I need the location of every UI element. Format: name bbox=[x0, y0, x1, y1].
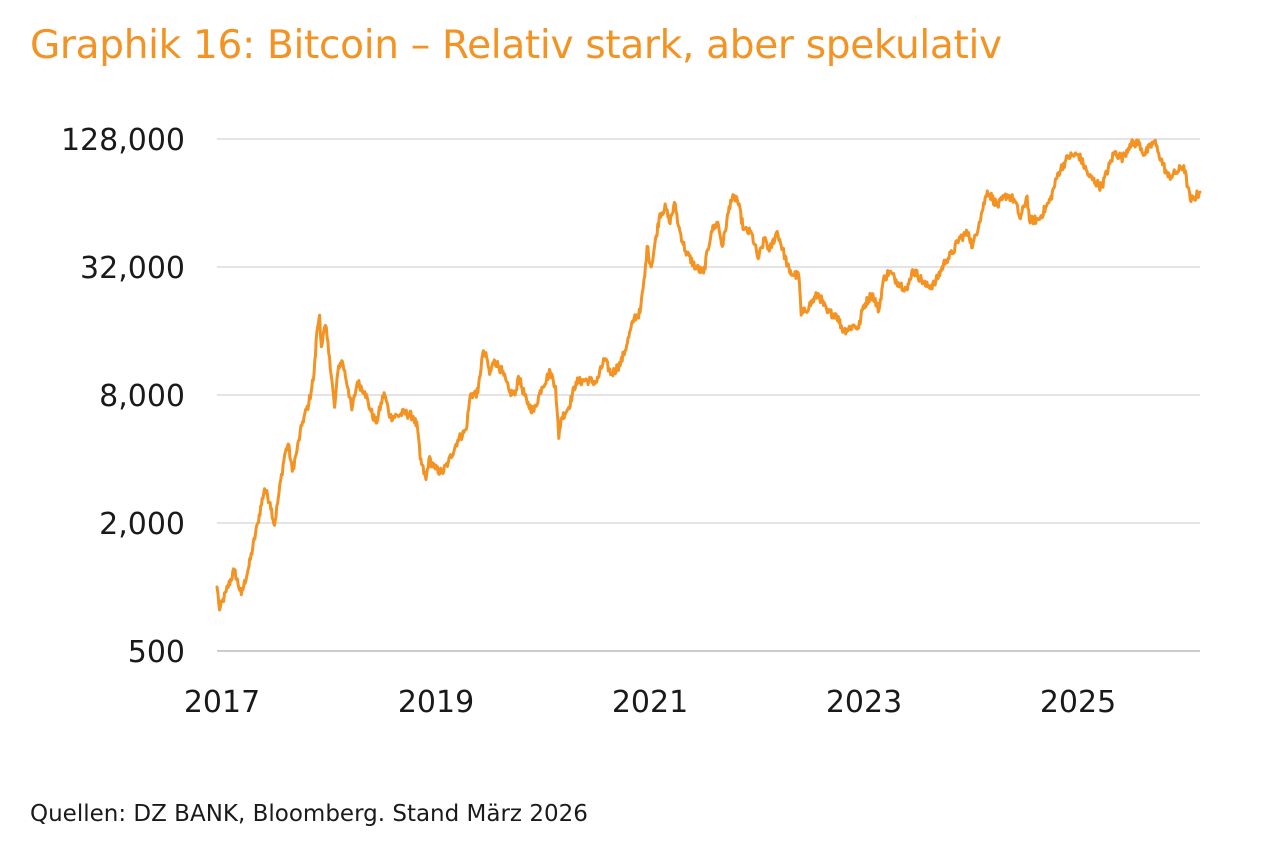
y-tick-label: 2,000 bbox=[99, 507, 185, 542]
x-tick-label: 2021 bbox=[612, 685, 688, 720]
x-tick-label: 2017 bbox=[184, 685, 260, 720]
x-tick-label: 2025 bbox=[1040, 685, 1116, 720]
x-tick-label: 2019 bbox=[398, 685, 474, 720]
y-tick-label: 500 bbox=[128, 635, 185, 670]
y-tick-label: 128,000 bbox=[61, 123, 185, 158]
x-axis-tick-labels: 2017 2019 2021 2023 2025 bbox=[184, 685, 1116, 720]
source-note: Quellen: DZ BANK, Bloomberg. Stand März … bbox=[30, 801, 588, 827]
series-line-bitcoin bbox=[215, 138, 1202, 612]
y-axis-tick-labels: 500 2,000 8,000 32,000 128,000 bbox=[61, 123, 185, 670]
plot-area bbox=[215, 138, 1202, 612]
chart-title: Graphik 16: Bitcoin – Relativ stark, abe… bbox=[30, 23, 1002, 68]
y-tick-label: 8,000 bbox=[99, 379, 185, 414]
x-tick-label: 2023 bbox=[826, 685, 902, 720]
gridlines bbox=[217, 138, 1200, 652]
y-tick-label: 32,000 bbox=[80, 251, 185, 286]
